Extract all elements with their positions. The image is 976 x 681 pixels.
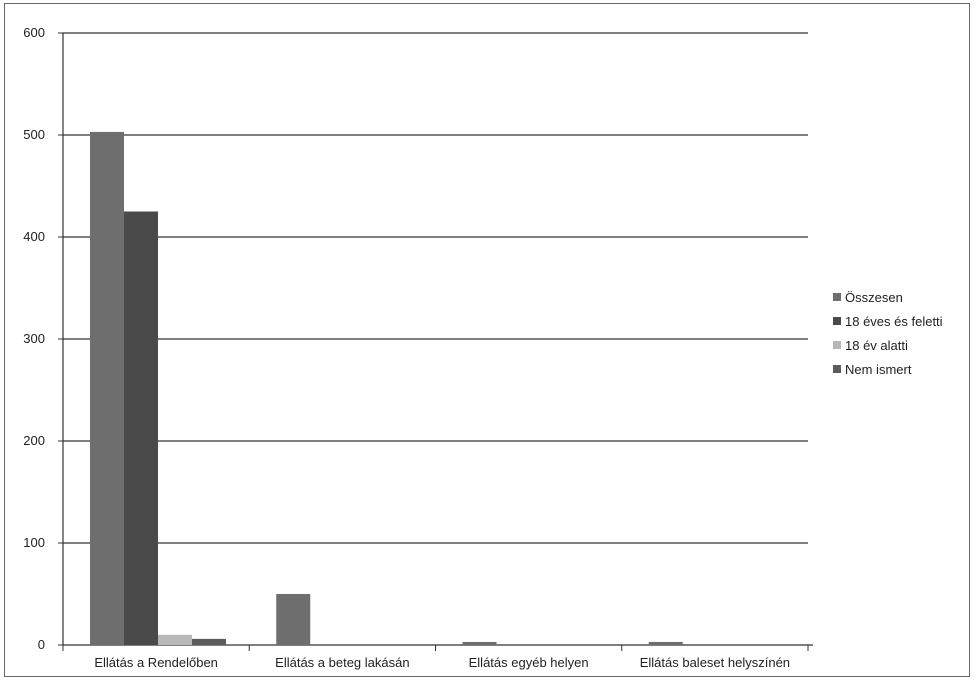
- bar: [462, 641, 497, 645]
- legend-swatch: [833, 365, 841, 373]
- y-tick-label: 600: [23, 25, 45, 40]
- y-tick-label: 300: [23, 331, 45, 346]
- y-tick-label: 200: [23, 433, 45, 448]
- bar: [192, 638, 226, 645]
- legend-swatch: [833, 341, 841, 349]
- legend-swatch: [833, 293, 841, 301]
- legend: Összesen 18 éves és feletti 18 év alatti Ne…: [833, 290, 943, 377]
- chart-frame: [4, 3, 970, 677]
- x-category-label: Ellátás a Rendelőben: [94, 655, 218, 670]
- x-category-label: Ellátás a beteg lakásán: [275, 655, 409, 670]
- legend-label: 18 év alatti: [845, 338, 908, 353]
- axis-labels: 0 100 200 300 400 500 600 Ellátás a Rendelőben E…: [23, 25, 790, 670]
- legend-label: Nem ismert: [845, 362, 912, 377]
- y-tick-label: 400: [23, 229, 45, 244]
- axes: [58, 32, 813, 651]
- bar: [124, 211, 158, 645]
- x-category-label: Ellátás baleset helyszínén: [640, 655, 790, 670]
- legend-swatch: [833, 317, 841, 325]
- bar: [158, 634, 192, 645]
- legend-label: Összesen: [845, 290, 903, 305]
- bar: [276, 594, 311, 645]
- y-tick-label: 0: [38, 637, 45, 652]
- gridlines: [63, 32, 808, 544]
- bar: [90, 131, 124, 645]
- legend-label: 18 éves és feletti: [845, 314, 943, 329]
- y-tick-label: 100: [23, 535, 45, 550]
- y-tick-label: 500: [23, 127, 45, 142]
- bars: [90, 131, 683, 645]
- x-category-label: Ellátás egyéb helyen: [469, 655, 589, 670]
- bar: [648, 641, 683, 645]
